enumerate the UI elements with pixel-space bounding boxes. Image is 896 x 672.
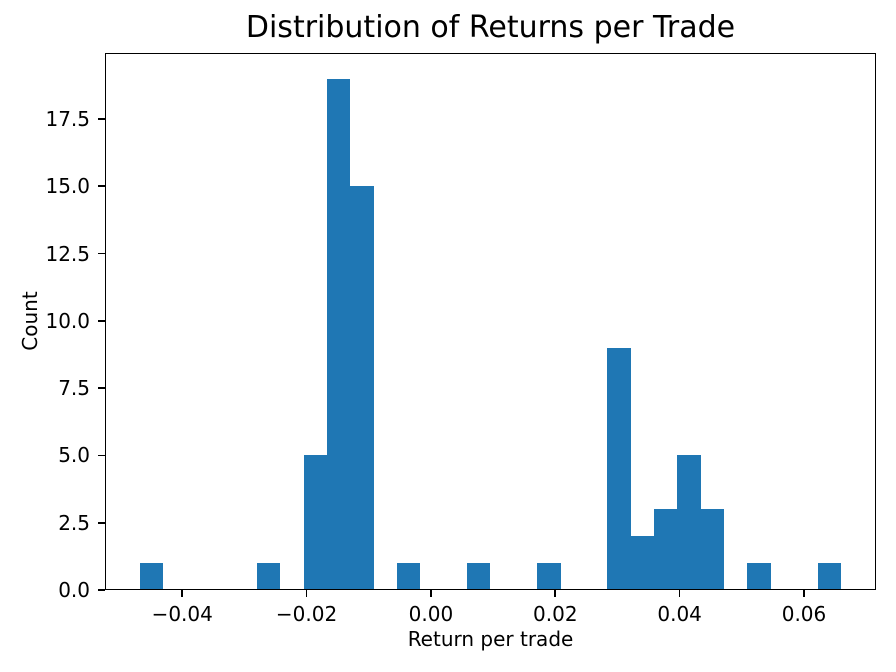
y-tick-label: 12.5 xyxy=(45,241,90,266)
histogram-bar xyxy=(818,563,841,590)
y-tick-label: 10.0 xyxy=(45,308,90,333)
x-tick-mark xyxy=(554,590,557,597)
y-tick-mark xyxy=(98,454,105,457)
y-tick-label: 2.5 xyxy=(58,510,90,535)
y-tick-label: 0.0 xyxy=(58,578,90,602)
x-tick-label: −0.04 xyxy=(151,602,213,626)
x-tick-mark xyxy=(181,590,184,597)
y-tick-mark xyxy=(98,320,105,322)
x-axis-label: Return per trade xyxy=(407,627,574,651)
y-tick-label: 15.0 xyxy=(45,174,90,199)
histogram-bar xyxy=(747,563,771,590)
x-tick-mark xyxy=(678,590,681,597)
x-tick-mark xyxy=(430,590,432,597)
plot-area xyxy=(105,53,876,590)
x-tick-mark xyxy=(305,590,308,597)
y-tick-mark xyxy=(98,185,105,188)
histogram-bar xyxy=(677,455,701,590)
histogram-bar xyxy=(140,563,163,590)
histogram-bar xyxy=(327,78,350,590)
histogram-bar xyxy=(304,455,327,590)
y-tick-mark xyxy=(98,387,105,389)
histogram-bar xyxy=(607,347,631,590)
y-tick-label: 5.0 xyxy=(58,443,90,468)
histogram-bar xyxy=(654,509,677,590)
y-tick-mark xyxy=(98,521,105,524)
histogram-bar xyxy=(631,536,654,590)
x-tick-mark xyxy=(803,590,805,597)
y-tick-label: 17.5 xyxy=(45,106,90,131)
histogram-bar xyxy=(397,563,420,590)
chart-title: Distribution of Returns per Trade xyxy=(245,10,736,45)
y-tick-label: 7.5 xyxy=(58,376,90,401)
y-tick-mark xyxy=(98,118,105,120)
x-tick-label: 0.06 xyxy=(781,602,827,626)
x-tick-label: −0.02 xyxy=(275,602,338,626)
y-tick-mark xyxy=(98,252,105,255)
axes-frame xyxy=(105,53,876,590)
histogram-bar xyxy=(467,563,490,590)
y-tick-mark xyxy=(98,589,105,591)
x-tick-label: 0.00 xyxy=(408,602,454,626)
histogram-bar xyxy=(350,186,374,590)
histogram-bar xyxy=(701,509,724,590)
histogram-bar xyxy=(257,563,280,590)
x-tick-label: 0.04 xyxy=(657,602,702,626)
histogram-bar xyxy=(537,563,561,590)
x-tick-label: 0.02 xyxy=(533,602,578,626)
